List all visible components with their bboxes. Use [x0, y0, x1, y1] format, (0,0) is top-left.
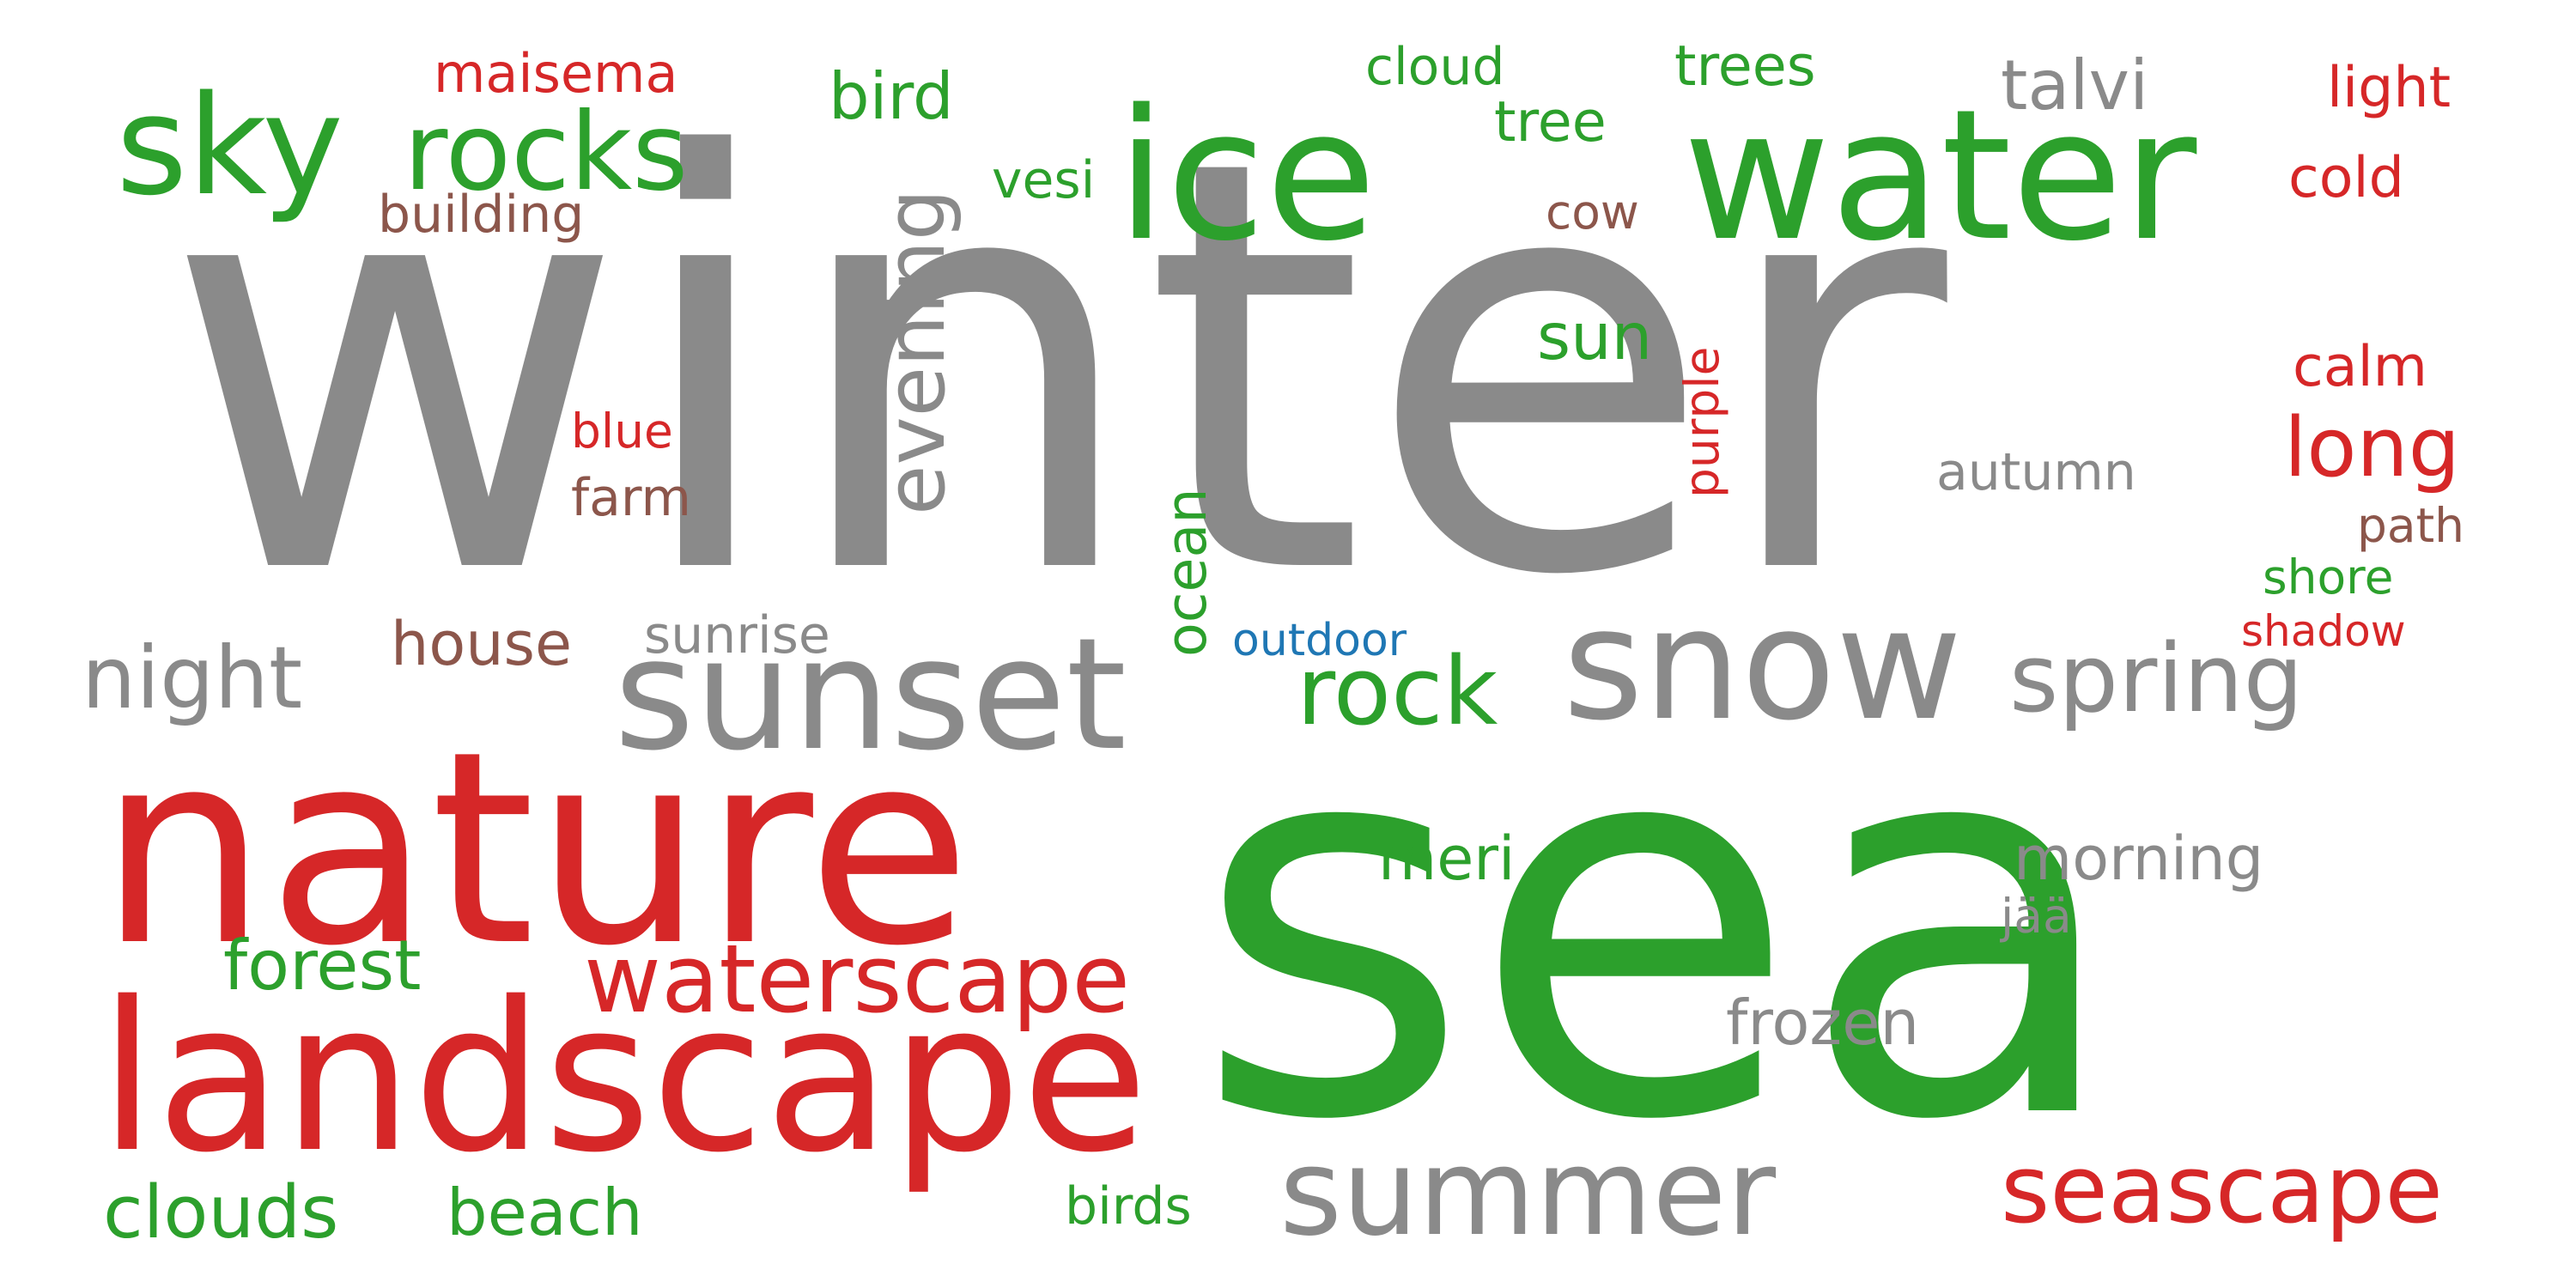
word-winter: winter	[163, 39, 1947, 699]
word-sea: sea	[1194, 617, 2125, 1236]
word-tree: tree	[1494, 90, 1607, 155]
word-night: night	[82, 628, 303, 728]
word-cow: cow	[1546, 185, 1639, 240]
word-forest: forest	[223, 926, 422, 1005]
word-jaa: jää	[2001, 889, 2072, 944]
word-house: house	[391, 609, 573, 679]
word-morning: morning	[2014, 823, 2264, 894]
word-sunrise: sunrise	[644, 605, 830, 665]
word-snow: snow	[1563, 575, 1963, 755]
word-sun: sun	[1537, 299, 1653, 374]
word-shore: shore	[2263, 550, 2394, 605]
word-landscape: landscape	[99, 957, 1149, 1198]
word-long: long	[2284, 401, 2461, 495]
word-autumn: autumn	[1936, 442, 2136, 502]
word-nature: nature	[99, 695, 971, 1005]
word-meri: meri	[1378, 823, 1516, 894]
word-ice: ice	[1116, 70, 1377, 281]
word-water: water	[1683, 70, 2197, 281]
word-calm: calm	[2293, 335, 2427, 399]
word-summer: summer	[1279, 1123, 1777, 1263]
word-purple: purple	[1674, 346, 1729, 498]
word-blue: blue	[571, 404, 673, 459]
word-ocean: ocean	[1155, 488, 1219, 657]
word-bird: bird	[829, 58, 954, 134]
word-spring: spring	[2009, 623, 2304, 733]
word-rocks: rocks	[404, 90, 689, 215]
word-light: light	[2327, 56, 2451, 120]
word-birds: birds	[1065, 1176, 1192, 1236]
word-path: path	[2357, 498, 2465, 553]
word-vesi: vesi	[992, 150, 1096, 210]
word-sky: sky	[116, 65, 343, 226]
word-farm: farm	[571, 468, 691, 528]
word-maisema: maisema	[434, 42, 678, 105]
word-frozen: frozen	[1726, 987, 1920, 1059]
word-beach: beach	[447, 1175, 643, 1250]
word-waterscape: waterscape	[584, 924, 1131, 1034]
word-shadow: shadow	[2241, 606, 2406, 656]
word-seascape: seascape	[2001, 1134, 2444, 1244]
word-talvi: talvi	[2001, 46, 2149, 125]
word-cloud: cloud	[1365, 37, 1505, 97]
word-clouds: clouds	[103, 1170, 339, 1255]
word-sunset: sunset	[614, 605, 1127, 785]
word-rock: rock	[1297, 636, 1498, 746]
word-outdoor: outdoor	[1232, 615, 1407, 666]
word-trees: trees	[1674, 34, 1816, 99]
word-evening: evening	[869, 188, 963, 515]
word-cold: cold	[2288, 146, 2404, 210]
word-building: building	[378, 185, 585, 245]
